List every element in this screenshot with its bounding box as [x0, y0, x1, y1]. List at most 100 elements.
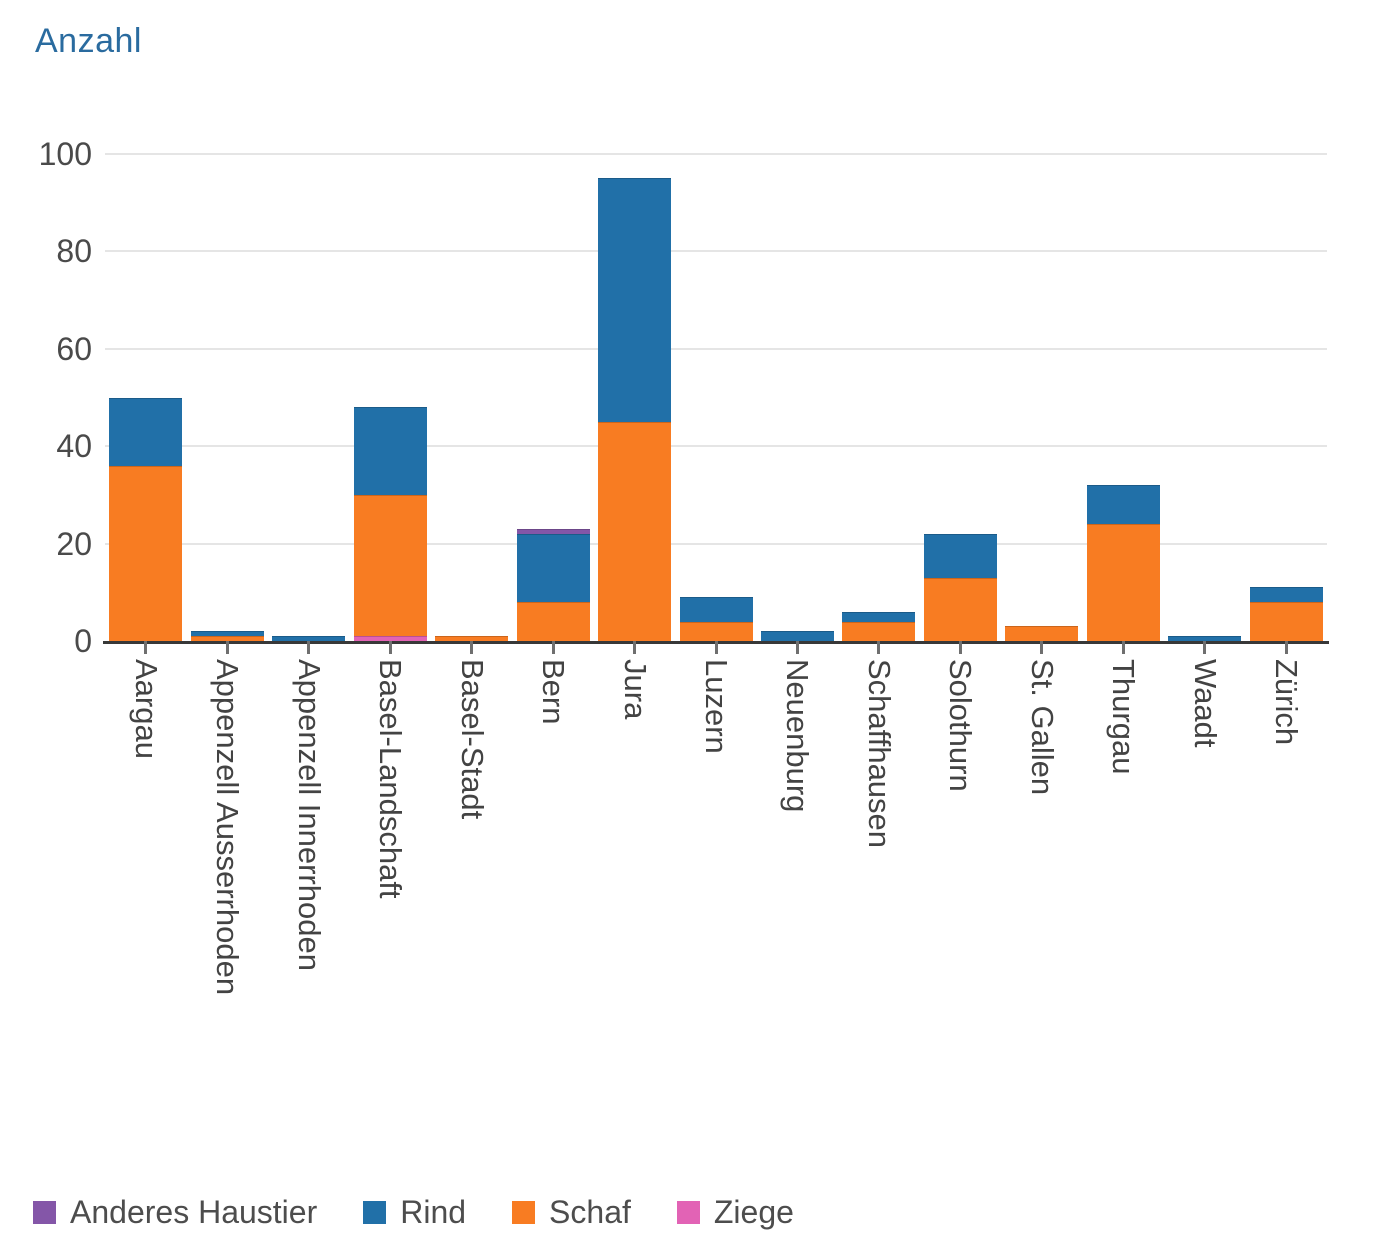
y-tick-label-40: 40 — [56, 428, 92, 465]
legend-label: Anderes Haustier — [70, 1194, 318, 1230]
bar-segment-schaf[interactable] — [1249, 602, 1323, 641]
x-label-basel-stadt: Basel-Stadt — [454, 659, 490, 820]
y-tick-label-0: 0 — [74, 623, 92, 659]
x-tick — [470, 641, 474, 654]
bar-segment-schaf[interactable] — [190, 636, 264, 641]
chart-title: Anzahl — [35, 22, 142, 60]
bar-basel-landschaft[interactable] — [353, 407, 427, 641]
bar-segment-schaf[interactable] — [679, 621, 753, 641]
bar-appenzell-ausserrhoden[interactable] — [190, 631, 264, 641]
bar-segment-rind[interactable] — [1086, 485, 1160, 525]
bar-bern[interactable] — [516, 529, 590, 641]
bar-segment-rind[interactable] — [1168, 636, 1242, 641]
x-label-appenzell-ausserrhoden: Appenzell Ausserrhoden — [210, 659, 246, 996]
bar-segment-rind[interactable] — [760, 631, 834, 641]
x-label-thurgau: Thurgau — [1106, 659, 1142, 775]
bar-z-rich[interactable] — [1249, 587, 1323, 641]
x-tick — [225, 641, 229, 654]
legend-item-anderes-haustier[interactable]: Anderes Haustier — [33, 1194, 317, 1230]
legend-swatch-icon — [363, 1200, 387, 1224]
bar-segment-schaf[interactable] — [109, 465, 183, 641]
x-tick — [388, 641, 392, 654]
x-tick — [795, 641, 799, 654]
y-tick-label-80: 80 — [56, 233, 92, 270]
y-axis: 0 20 40 60 80 100 — [0, 138, 92, 657]
bar-segment-rind[interactable] — [190, 631, 264, 637]
bar-segment-rind[interactable] — [842, 611, 916, 622]
legend-item-rind[interactable]: Rind — [363, 1194, 466, 1230]
x-label-aargau: Aargau — [128, 659, 164, 759]
bar-appenzell-innerrhoden[interactable] — [272, 636, 346, 641]
bar-segment-schaf[interactable] — [1086, 524, 1160, 641]
bar-schaffhausen[interactable] — [842, 611, 916, 641]
gridline-80 — [105, 250, 1327, 253]
bar-luzern[interactable] — [679, 597, 753, 641]
bar-segment-rind[interactable] — [598, 178, 672, 422]
x-label-z-rich: Zürich — [1269, 659, 1305, 746]
bar-segment-ziege[interactable] — [353, 636, 427, 641]
legend-swatch-icon — [676, 1200, 700, 1224]
x-label-bern: Bern — [536, 659, 572, 725]
bar-segment-schaf[interactable] — [842, 621, 916, 641]
bar-segment-schaf[interactable] — [1005, 626, 1079, 641]
x-tick — [877, 641, 881, 654]
x-tick — [144, 641, 148, 654]
gridline-20 — [105, 542, 1327, 545]
x-label-solothurn: Solothurn — [943, 659, 979, 792]
legend: Anderes Haustier Rind Schaf Ziege — [33, 1194, 794, 1230]
bar-aargau[interactable] — [109, 397, 183, 641]
legend-label: Ziege — [713, 1194, 794, 1230]
bar-st-gallen[interactable] — [1005, 626, 1079, 641]
x-label-jura: Jura — [617, 659, 653, 720]
y-tick-label-100: 100 — [38, 136, 92, 172]
legend-swatch-icon — [33, 1200, 56, 1224]
bar-solothurn[interactable] — [923, 533, 997, 641]
x-tick — [1203, 641, 1207, 654]
bar-segment-rind[interactable] — [109, 397, 183, 466]
x-tick — [633, 641, 637, 654]
x-tick — [307, 641, 311, 654]
bar-segment-rind[interactable] — [516, 533, 590, 603]
x-label-waadt: Waadt — [1187, 659, 1223, 748]
legend-label: Schaf — [549, 1194, 631, 1230]
x-label-st-gallen: St. Gallen — [1024, 659, 1060, 796]
bar-segment-schaf[interactable] — [516, 602, 590, 641]
bar-segment-schaf[interactable] — [598, 421, 672, 641]
bar-segment-rind[interactable] — [353, 407, 427, 495]
x-tick — [958, 641, 962, 654]
bar-waadt[interactable] — [1168, 636, 1242, 641]
bar-neuenburg[interactable] — [760, 631, 834, 641]
x-tick — [1284, 641, 1288, 654]
bar-segment-anderes-haustier[interactable] — [516, 529, 590, 534]
x-label-basel-landschaft: Basel-Landschaft — [373, 659, 409, 899]
legend-label: Rind — [400, 1194, 467, 1230]
legend-swatch-icon — [512, 1200, 536, 1224]
y-tick-label-20: 20 — [56, 525, 92, 562]
bar-segment-schaf[interactable] — [923, 577, 997, 641]
y-tick-label-60: 60 — [56, 330, 92, 367]
x-tick — [551, 641, 555, 654]
x-tick — [1121, 641, 1125, 654]
legend-item-schaf[interactable]: Schaf — [512, 1194, 631, 1230]
bar-segment-rind[interactable] — [923, 533, 997, 578]
bar-segment-schaf[interactable] — [353, 494, 427, 637]
bar-segment-rind[interactable] — [272, 636, 346, 641]
bar-segment-schaf[interactable] — [435, 636, 509, 641]
x-tick — [714, 641, 718, 654]
gridline-100 — [105, 153, 1327, 155]
bar-segment-rind[interactable] — [679, 597, 753, 622]
x-label-neuenburg: Neuenburg — [780, 659, 816, 813]
bar-segment-rind[interactable] — [1249, 587, 1323, 603]
plot-area: Aargau Appenzell Ausserrhoden Appenzell In… — [103, 153, 1329, 995]
x-label-luzern: Luzern — [699, 659, 734, 754]
gridline-60 — [105, 347, 1327, 350]
x-label-schaffhausen: Schaffhausen — [861, 659, 897, 849]
gridline-40 — [105, 445, 1327, 448]
x-tick — [1040, 641, 1044, 654]
bar-jura[interactable] — [598, 178, 672, 641]
x-label-appenzell-innerrhoden: Appenzell Innerrhoden — [291, 659, 327, 971]
legend-item-ziege[interactable]: Ziege — [676, 1194, 794, 1230]
bar-basel-stadt[interactable] — [435, 636, 509, 641]
bar-thurgau[interactable] — [1086, 485, 1160, 641]
